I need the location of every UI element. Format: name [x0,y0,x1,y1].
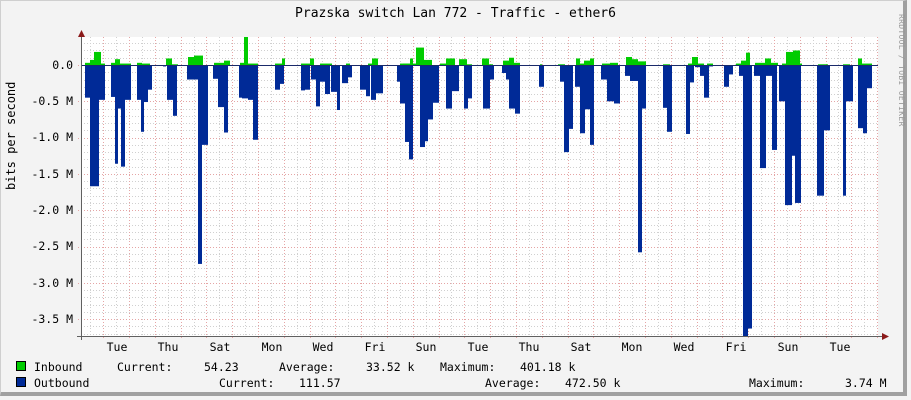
x-tick-label: Tue [829,340,851,354]
inbound-current-label: Current: [117,360,173,374]
outbound-current-label: Current: [219,376,275,390]
inbound-maximum-label: Maximum: [440,360,496,374]
inbound-maximum-value: 401.18 k [520,360,576,374]
y-tick-label: -1.5 M [31,167,73,181]
x-tick-label: Tue [467,340,489,354]
x-tick-label: Tue [106,340,128,354]
outbound-current-value: 111.57 [299,376,341,390]
x-axis-arrow-icon [882,333,889,340]
inbound-series [85,37,872,65]
inbound-average-label: Average: [279,360,335,374]
rrdtool-watermark: RRDTOOL / TOBI OETIKER [897,14,906,127]
x-tick-label: Fri [364,340,386,354]
inbound-label: Inbound [34,360,83,374]
y-tick-label: -0.5 M [31,94,73,108]
outbound-average-value: 472.50 k [565,376,621,390]
outbound-maximum-value: 3.74 M [845,376,887,390]
y-tick-label: -2.0 M [31,203,73,217]
y-axis-arrow-icon [78,30,85,37]
outbound-maximum-label: Maximum: [749,376,805,390]
x-tick-label: Fri [725,340,747,354]
x-tick-label: Sat [570,340,592,354]
x-tick-label: Sun [777,340,799,354]
x-tick-label: Mon [621,340,643,354]
x-tick-label: Mon [261,340,283,354]
legend-inbound [16,361,31,371]
y-tick-label: -3.5 M [31,312,73,326]
x-tick-label: Sun [415,340,437,354]
legend-outbound [16,377,31,387]
outbound-series [85,65,872,336]
y-tick-label: 0.0 [52,58,73,72]
x-tick-label: Sat [209,340,231,354]
inbound-average-value: 33.52 k [366,360,415,374]
outbound-average-label: Average: [485,376,541,390]
outbound-label: Outbound [34,376,90,390]
x-tick-label: Wed [673,340,695,354]
outbound-swatch-icon [16,377,26,387]
y-tick-label: -1.0 M [31,130,73,144]
x-tick-label: Thu [518,340,540,354]
x-tick-label: Wed [312,340,334,354]
y-tick-label: -3.0 M [31,276,73,290]
inbound-current-value: 54.23 [204,360,239,374]
x-tick-label: Thu [157,340,179,354]
chart-title: Prazska switch Lan 772 - Traffic - ether… [295,6,616,21]
y-tick-label: -2.5 M [31,239,73,253]
inbound-swatch-icon [16,361,26,371]
